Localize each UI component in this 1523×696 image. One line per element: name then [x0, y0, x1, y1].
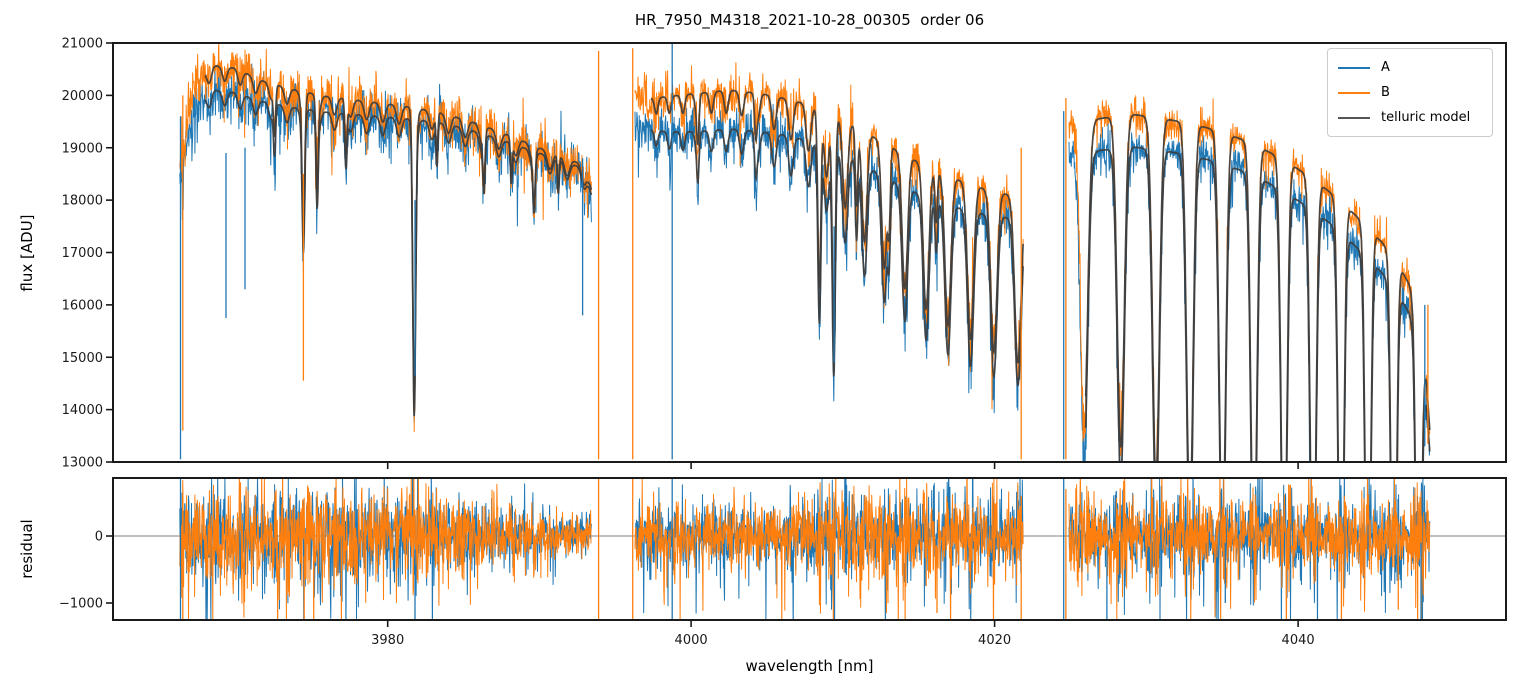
telluric-model-B-seg0 [204, 65, 593, 405]
tick-label: 3980 [371, 633, 404, 648]
legend-label-a: A [1381, 60, 1390, 75]
tick-label: 20000 [62, 89, 103, 104]
tick-label: 4000 [675, 633, 708, 648]
legend-item-telluric: telluric model [1338, 105, 1482, 130]
tick-label: 4040 [1282, 633, 1315, 648]
tick-label: 21000 [62, 37, 103, 52]
telluric-model-A-seg2 [1084, 146, 1431, 462]
tick-label: 14000 [62, 403, 103, 418]
wavelength-axis-label: wavelength [nm] [745, 657, 874, 675]
tick-label: 4020 [978, 633, 1011, 648]
legend-item-a: A [1338, 55, 1482, 80]
legend-line-a-icon [1338, 66, 1370, 69]
legend-line-telluric-icon [1338, 116, 1370, 119]
legend-label-b: B [1381, 85, 1390, 100]
legend-label-telluric: telluric model [1381, 110, 1471, 125]
tick-label: 0 [95, 530, 103, 545]
flux-panel-data [179, 43, 1431, 462]
tick-label: −1000 [59, 596, 103, 611]
telluric-model-A-seg0 [204, 89, 593, 417]
series-A-flux-seg0 [179, 63, 592, 423]
residual-panel-data [113, 478, 1506, 620]
legend: A B telluric model [1327, 48, 1493, 137]
series-B-residual-seg2 [1068, 478, 1431, 620]
legend-line-b-icon [1338, 91, 1370, 94]
series-B-residual-seg1 [634, 478, 1024, 620]
legend-item-b: B [1338, 80, 1482, 105]
tick-label: 15000 [62, 351, 103, 366]
tick-label: 13000 [62, 456, 103, 471]
tick-label: 16000 [62, 298, 103, 313]
residual-panel-frame [112, 477, 1507, 621]
plot-title: HR_7950_M4318_2021-10-28_00305 order 06 [634, 11, 985, 29]
telluric-model-B-seg2 [1084, 113, 1431, 462]
series-B-residual-seg0 [179, 478, 592, 620]
tick-label: 19000 [62, 141, 103, 156]
tick-label: 17000 [62, 246, 103, 261]
telluric-model-B-seg1 [650, 89, 1024, 364]
tick-label: 18000 [62, 194, 103, 209]
